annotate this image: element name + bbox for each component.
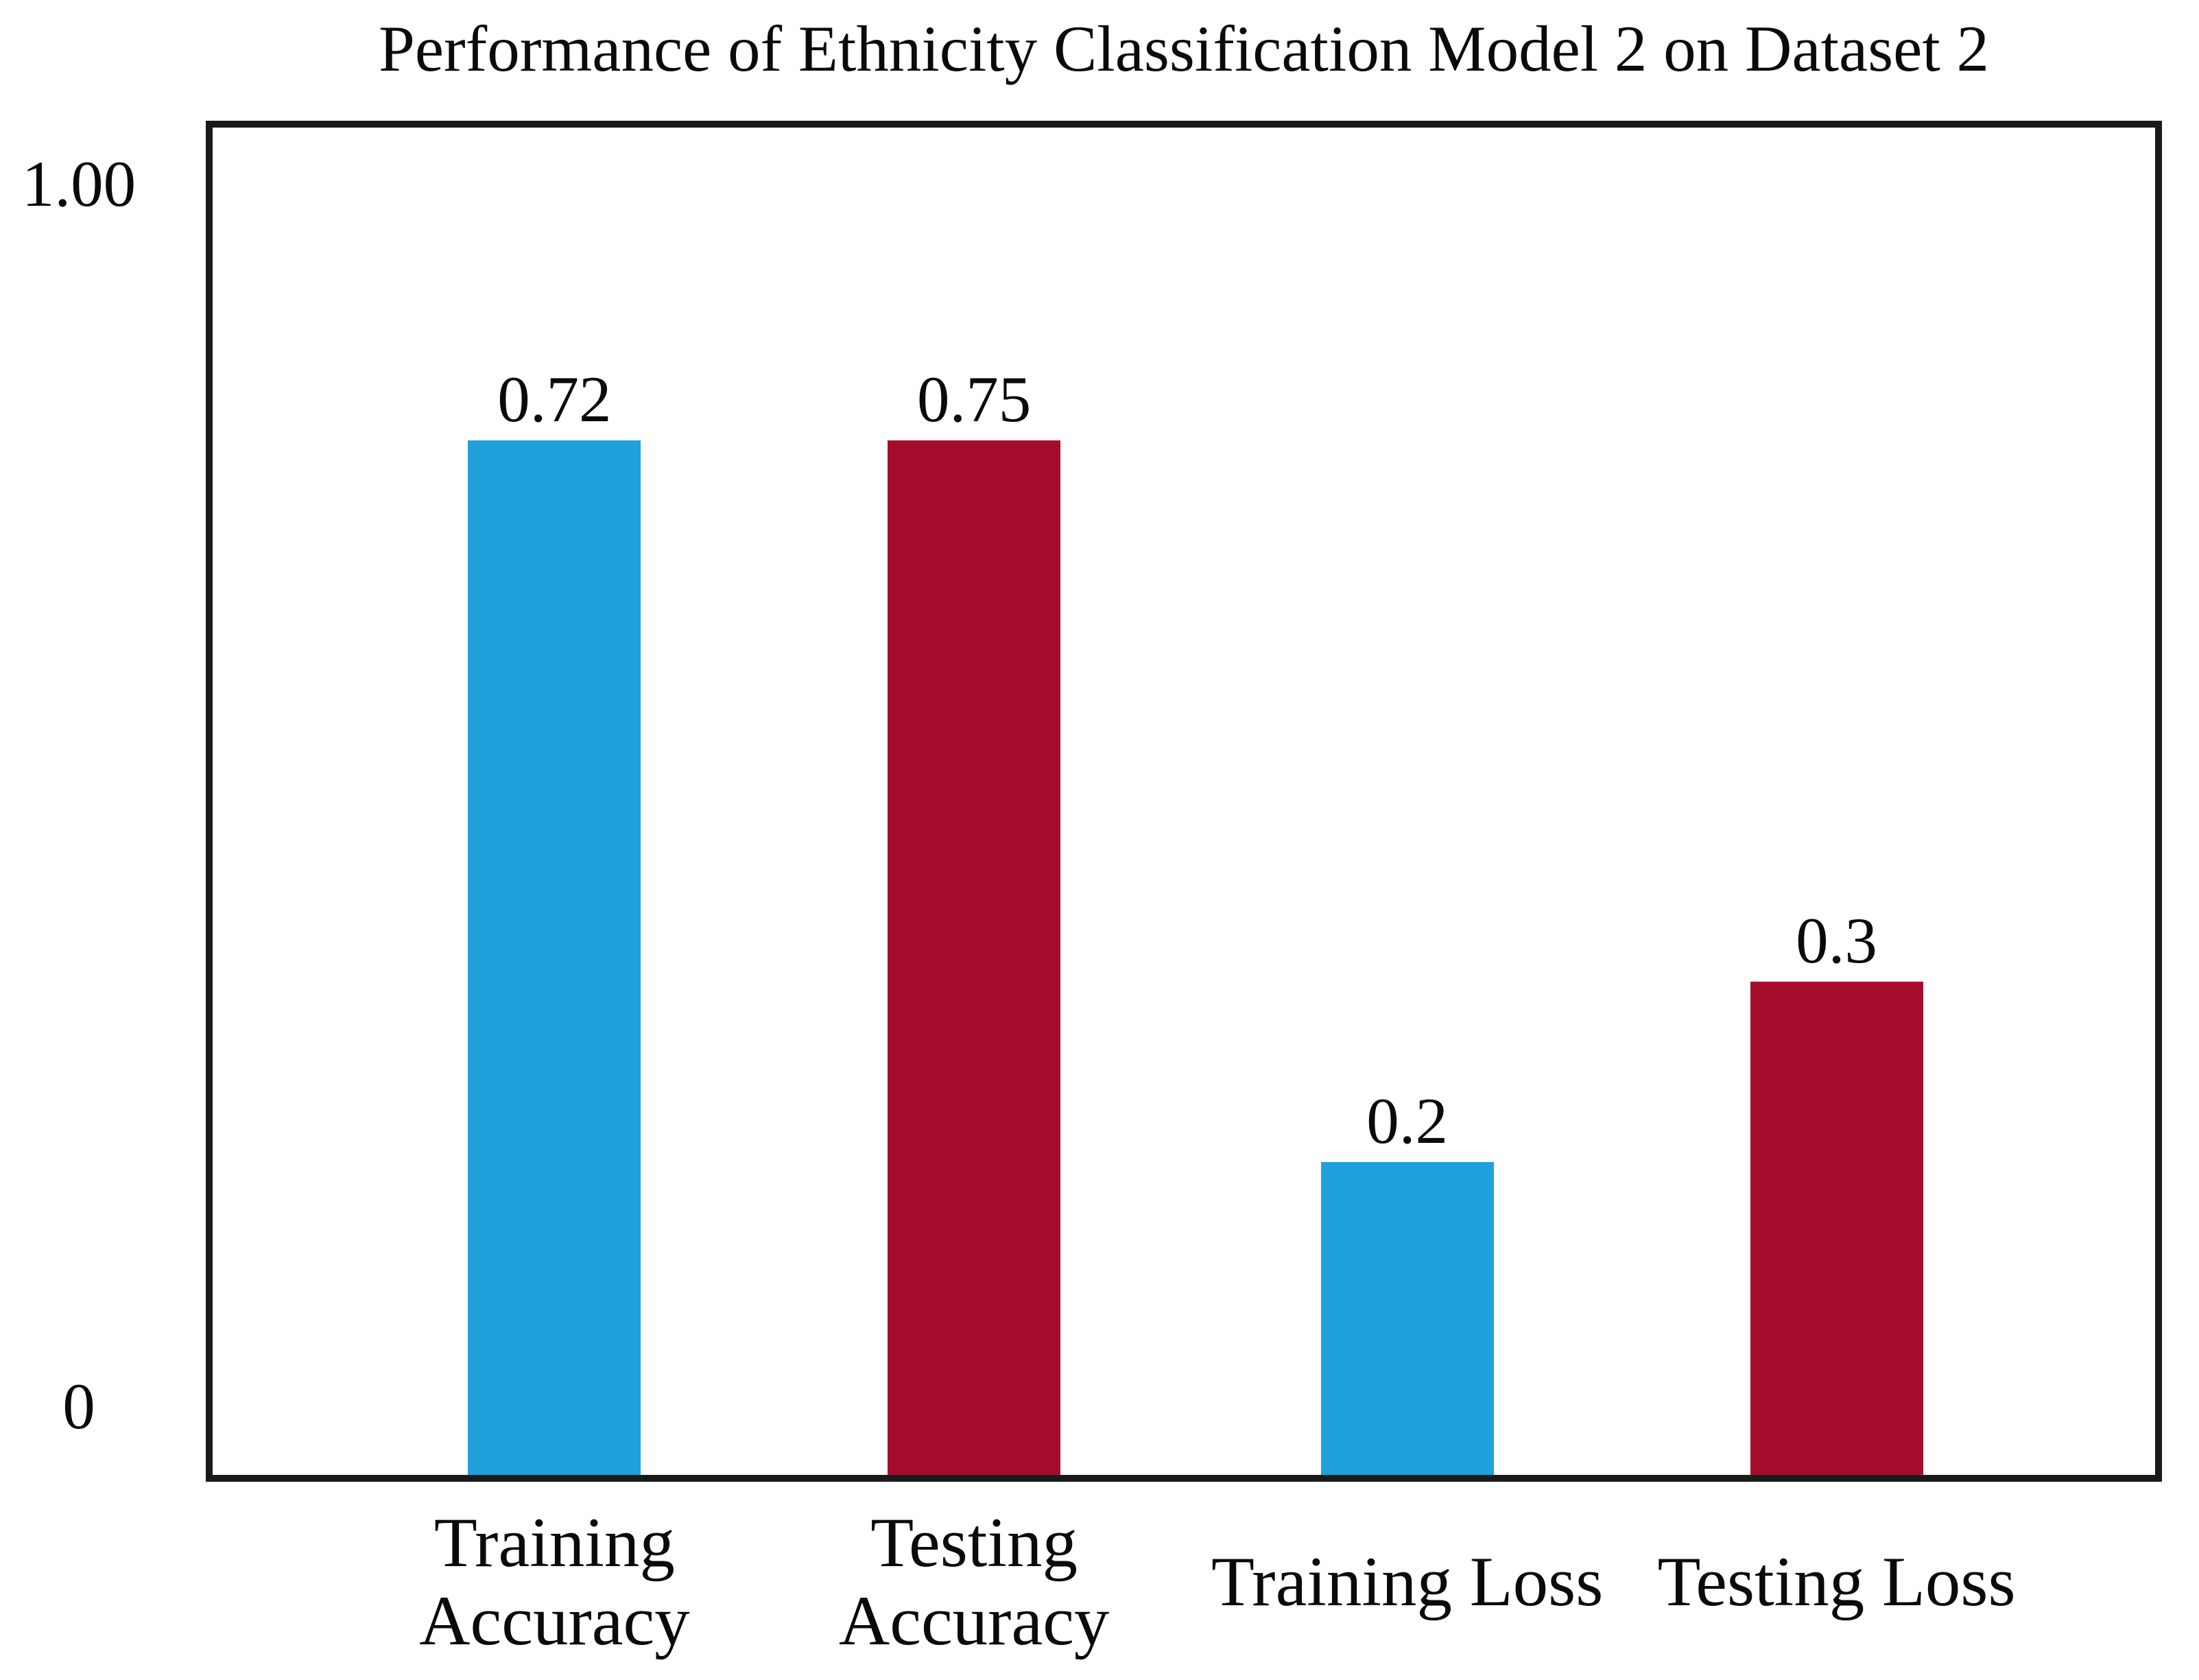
bar-value-label: 0.2 <box>1366 1085 1449 1158</box>
plot-area: 0.72 0.75 0.2 0.3 <box>206 121 2162 1482</box>
x-tick-label-training-accuracy: Training Accuracy <box>419 1504 690 1660</box>
bar-training-accuracy <box>468 440 641 1475</box>
x-tick-label-training-loss: Training Loss <box>1211 1543 1604 1621</box>
y-tick-label: 1.00 <box>21 147 136 220</box>
bar-value-label: 0.75 <box>917 362 1032 436</box>
bar-testing-loss <box>1750 982 1923 1475</box>
x-tick-label-testing-loss: Testing Loss <box>1657 1543 2016 1621</box>
bar-value-label: 0.72 <box>497 362 612 436</box>
chart-title: Performance of Ethnicity Classification … <box>378 12 1989 85</box>
x-tick-label-testing-accuracy: Testing Accuracy <box>838 1504 1110 1660</box>
bar-training-loss <box>1320 1162 1494 1475</box>
bar-value-label: 0.3 <box>1796 904 1877 978</box>
bar-testing-accuracy <box>888 440 1061 1475</box>
y-tick-label: 0 <box>62 1370 95 1443</box>
x-axis: Training Accuracy Testing Accuracy Trainin… <box>213 1489 2155 1675</box>
